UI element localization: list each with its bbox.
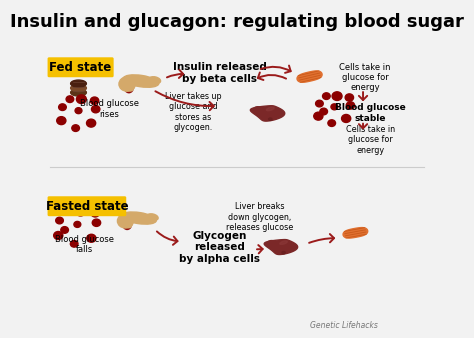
Text: Blood glucose
falls: Blood glucose falls [55, 235, 114, 255]
Ellipse shape [267, 241, 276, 246]
Circle shape [322, 93, 330, 99]
Ellipse shape [71, 89, 86, 96]
Ellipse shape [123, 75, 159, 87]
Circle shape [59, 104, 66, 111]
Ellipse shape [125, 83, 133, 93]
Ellipse shape [128, 84, 134, 91]
Text: Cells take in
glucose for
energy: Cells take in glucose for energy [346, 125, 395, 155]
Circle shape [345, 94, 354, 101]
Text: Liver breaks
down glycogen,
releases glucose: Liver breaks down glycogen, releases glu… [226, 202, 293, 232]
Text: Fasted state: Fasted state [46, 200, 128, 213]
Ellipse shape [71, 80, 86, 87]
Ellipse shape [149, 77, 161, 83]
Circle shape [70, 240, 78, 247]
Ellipse shape [146, 214, 158, 221]
Circle shape [61, 226, 68, 233]
Circle shape [75, 207, 85, 216]
Circle shape [91, 210, 100, 217]
FancyBboxPatch shape [47, 57, 114, 77]
Ellipse shape [280, 241, 287, 244]
Circle shape [87, 234, 96, 242]
Ellipse shape [121, 212, 156, 224]
Ellipse shape [254, 107, 262, 113]
Circle shape [119, 77, 136, 91]
FancyBboxPatch shape [47, 196, 126, 216]
Polygon shape [250, 106, 285, 121]
Circle shape [91, 105, 100, 113]
Text: Cells take in
glucose for
energy: Cells take in glucose for energy [339, 63, 391, 93]
Ellipse shape [71, 84, 86, 92]
Circle shape [75, 108, 82, 114]
Text: Blood glucose
stable: Blood glucose stable [335, 103, 406, 123]
Polygon shape [264, 240, 298, 255]
Circle shape [316, 100, 323, 107]
Ellipse shape [126, 221, 132, 228]
Text: Genetic Lifehacks: Genetic Lifehacks [310, 321, 378, 331]
Polygon shape [343, 227, 368, 238]
Circle shape [74, 221, 81, 227]
Text: Fed state: Fed state [49, 61, 111, 74]
Circle shape [72, 125, 80, 131]
Circle shape [332, 92, 342, 100]
Text: Insulin released
by beta cells: Insulin released by beta cells [173, 63, 267, 84]
Circle shape [91, 97, 99, 104]
Circle shape [118, 214, 134, 228]
Text: Blood glucose
rises: Blood glucose rises [80, 99, 138, 119]
Ellipse shape [266, 107, 274, 111]
Circle shape [76, 95, 86, 103]
Ellipse shape [123, 220, 131, 230]
Circle shape [328, 120, 336, 126]
Circle shape [54, 232, 63, 240]
Ellipse shape [282, 251, 285, 254]
Text: Insulin and glucagon: regulating blood sugar: Insulin and glucagon: regulating blood s… [10, 13, 464, 31]
Ellipse shape [269, 118, 272, 120]
Circle shape [66, 96, 74, 102]
Circle shape [320, 108, 328, 115]
Circle shape [56, 217, 64, 224]
Circle shape [346, 102, 355, 109]
Circle shape [87, 119, 96, 127]
Text: Liver takes up
glucose and
stores as
glycogen.: Liver takes up glucose and stores as gly… [165, 92, 221, 132]
Text: Glycogen
released
by alpha cells: Glycogen released by alpha cells [179, 231, 260, 264]
Circle shape [331, 104, 338, 110]
Polygon shape [297, 71, 322, 82]
Circle shape [342, 115, 351, 122]
Circle shape [64, 208, 72, 215]
Circle shape [314, 112, 323, 120]
Circle shape [92, 219, 100, 226]
Circle shape [57, 117, 66, 125]
